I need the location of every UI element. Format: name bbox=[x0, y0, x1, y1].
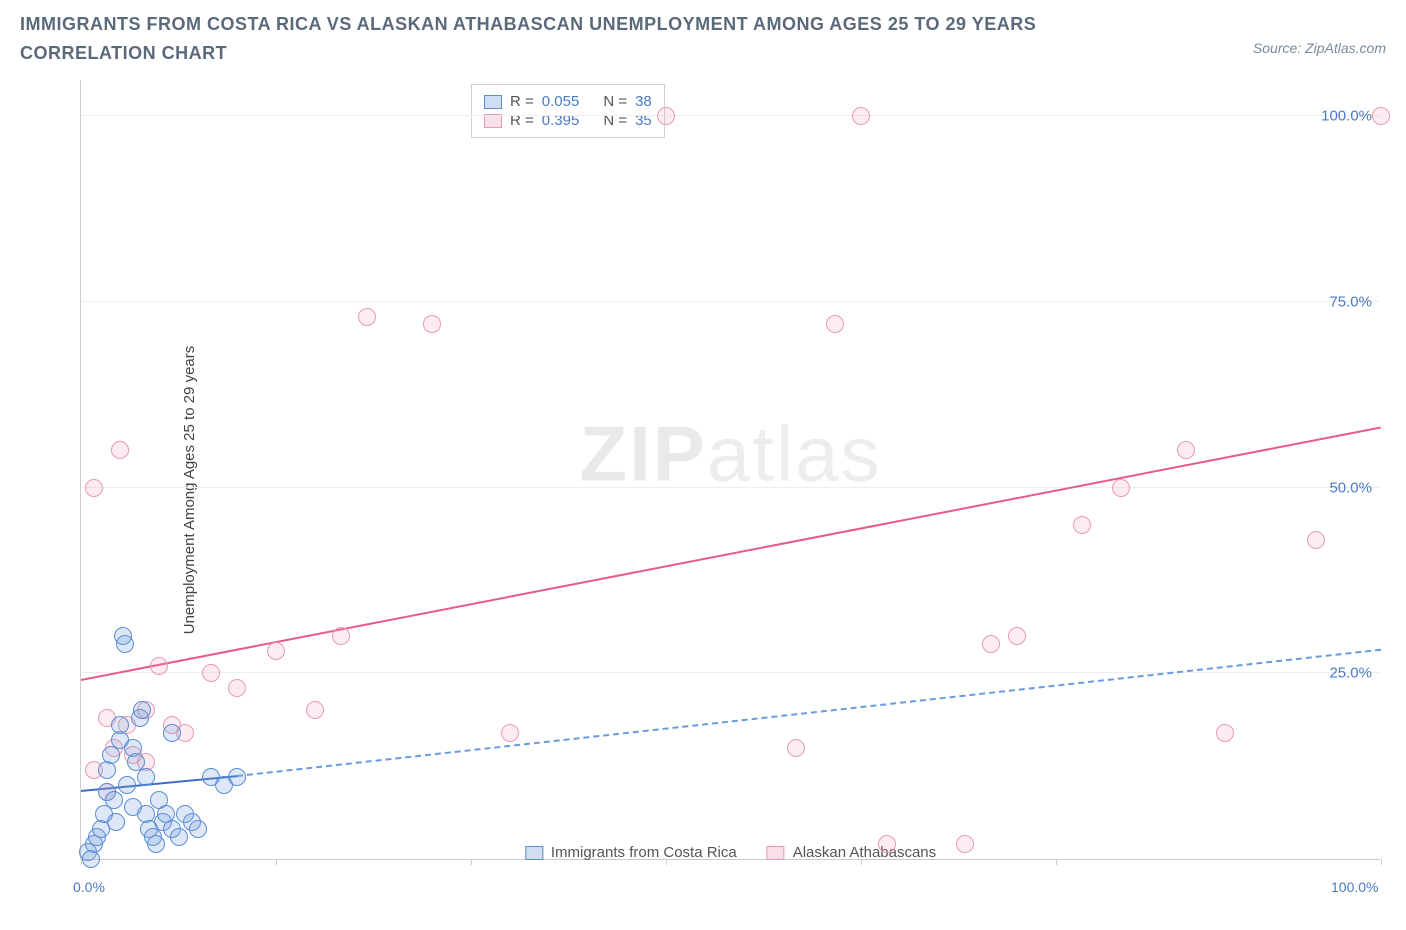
legend-r-label: R = bbox=[510, 93, 534, 110]
data-point-pink bbox=[956, 835, 974, 853]
plot-area: ZIPatlas R =0.055N =38R =0.395N =35 Immi… bbox=[80, 80, 1380, 860]
data-point-pink bbox=[1177, 441, 1195, 459]
data-point-pink bbox=[111, 441, 129, 459]
data-point-pink bbox=[1008, 627, 1026, 645]
gridline-h bbox=[81, 115, 1380, 116]
data-point-blue bbox=[105, 791, 123, 809]
data-point-blue bbox=[147, 835, 165, 853]
data-point-pink bbox=[150, 657, 168, 675]
trend-line bbox=[237, 649, 1381, 777]
legend-swatch-blue bbox=[484, 95, 502, 109]
x-tick-label: 100.0% bbox=[1331, 879, 1378, 895]
data-point-pink bbox=[1372, 107, 1390, 125]
data-point-pink bbox=[787, 739, 805, 757]
data-point-pink bbox=[202, 664, 220, 682]
legend-swatch-blue bbox=[525, 846, 543, 860]
legend-series-label: Immigrants from Costa Rica bbox=[551, 844, 737, 861]
data-point-pink bbox=[1216, 724, 1234, 742]
chart-container: Unemployment Among Ages 25 to 29 years Z… bbox=[50, 80, 1390, 900]
data-point-blue bbox=[137, 768, 155, 786]
legend-n-value: 38 bbox=[635, 93, 652, 110]
x-tick bbox=[1381, 859, 1382, 865]
data-point-pink bbox=[1307, 531, 1325, 549]
legend-stat-row: R = 0.055 N = 38 bbox=[484, 93, 652, 110]
legend-bottom: Immigrants from Costa Rica Alaskan Athaba… bbox=[525, 844, 936, 861]
data-point-pink bbox=[878, 835, 896, 853]
x-tick bbox=[471, 859, 472, 865]
data-point-pink bbox=[501, 724, 519, 742]
y-tick-label: 50.0% bbox=[1329, 479, 1372, 496]
data-point-pink bbox=[306, 701, 324, 719]
data-point-blue bbox=[133, 701, 151, 719]
legend-series-blue: Immigrants from Costa Rica bbox=[525, 844, 737, 861]
data-point-pink bbox=[826, 315, 844, 333]
x-tick-label: 0.0% bbox=[73, 879, 105, 895]
data-point-pink bbox=[228, 679, 246, 697]
data-point-blue bbox=[189, 820, 207, 838]
data-point-pink bbox=[1073, 516, 1091, 534]
legend-r-value: 0.055 bbox=[542, 93, 580, 110]
data-point-blue bbox=[228, 768, 246, 786]
data-point-pink bbox=[358, 308, 376, 326]
data-point-blue bbox=[116, 635, 134, 653]
data-point-blue bbox=[170, 828, 188, 846]
legend-swatch-pink bbox=[767, 846, 785, 860]
watermark-light: atlas bbox=[707, 409, 882, 497]
watermark-bold: ZIP bbox=[579, 409, 706, 497]
legend-stats-box: R =0.055N =38R =0.395N =35 bbox=[471, 84, 665, 138]
legend-series-label: Alaskan Athabascans bbox=[793, 844, 936, 861]
x-tick bbox=[666, 859, 667, 865]
data-point-blue bbox=[111, 716, 129, 734]
gridline-h bbox=[81, 672, 1380, 673]
y-tick-label: 25.0% bbox=[1329, 665, 1372, 682]
x-tick bbox=[861, 859, 862, 865]
source-label: Source: ZipAtlas.com bbox=[1253, 40, 1386, 56]
legend-series-pink: Alaskan Athabascans bbox=[767, 844, 936, 861]
data-point-pink bbox=[982, 635, 1000, 653]
x-tick bbox=[1056, 859, 1057, 865]
y-tick-label: 100.0% bbox=[1321, 108, 1372, 125]
data-point-pink bbox=[1112, 479, 1130, 497]
data-point-blue bbox=[163, 724, 181, 742]
data-point-pink bbox=[657, 107, 675, 125]
data-point-blue bbox=[107, 813, 125, 831]
chart-title: IMMIGRANTS FROM COSTA RICA VS ALASKAN AT… bbox=[20, 10, 1120, 68]
data-point-pink bbox=[332, 627, 350, 645]
x-tick bbox=[276, 859, 277, 865]
data-point-pink bbox=[852, 107, 870, 125]
data-point-pink bbox=[267, 642, 285, 660]
data-point-pink bbox=[85, 479, 103, 497]
data-point-pink bbox=[423, 315, 441, 333]
data-point-blue bbox=[118, 776, 136, 794]
gridline-h bbox=[81, 301, 1380, 302]
legend-n-label: N = bbox=[603, 93, 627, 110]
gridline-h bbox=[81, 487, 1380, 488]
y-tick-label: 75.0% bbox=[1329, 293, 1372, 310]
